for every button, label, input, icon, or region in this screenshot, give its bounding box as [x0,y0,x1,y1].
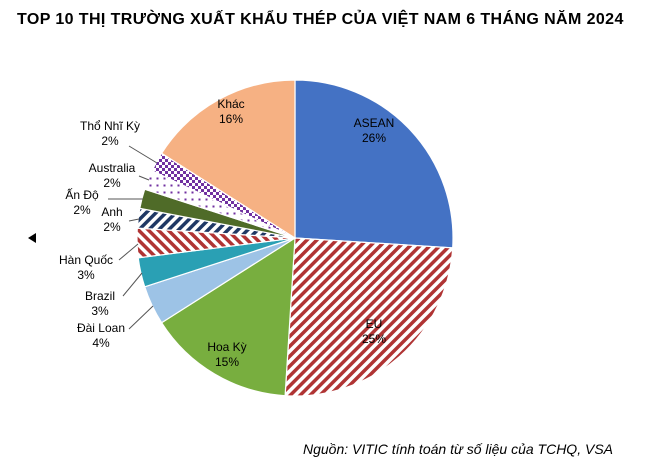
leader-line [128,145,158,164]
slice-name: ASEAN [353,116,395,130]
chart-title: TOP 10 THỊ TRƯỜNG XUẤT KHẨU THÉP CỦA VIỆ… [17,11,624,28]
slice-name: Đài Loan [76,321,126,335]
slice-name: EU [365,317,383,331]
slice-pct: 16% [218,112,244,126]
left-triangle-marker-icon [28,233,36,243]
slice-name: Brazil [84,289,115,303]
label-dai-loan: Đài Loan 4% [46,321,156,351]
pie-slice-2 [160,236,296,397]
label-an-do: Ấn Độ 2% [27,188,137,218]
slice-name: Hoa Kỳ [207,340,247,354]
label-hoa-ky: Hoa Kỳ 15% [172,340,282,370]
slice-pct: 2% [73,203,91,217]
label-australia: Australia 2% [57,161,167,191]
label-khac: Khác 16% [176,97,286,127]
leader-line [122,272,143,297]
label-han-quoc: Hàn Quốc 3% [31,253,141,283]
slice-pct: 2% [103,220,121,234]
slice-pct: 2% [101,134,119,148]
pie-slice-1 [284,237,454,397]
label-anh: Anh 2% [57,205,167,235]
pie-slice-10 [160,79,296,240]
leader-line [128,218,140,222]
leader-line [118,243,139,261]
slice-pct: 3% [91,304,109,318]
slice-pct: 3% [77,268,95,282]
pie-slice-0 [294,79,454,249]
slice-name: Thổ Nhĩ Kỳ [79,119,141,133]
label-asean: ASEAN 26% [319,116,429,146]
slice-pct: 4% [92,336,110,350]
slice-pct: 26% [361,131,387,145]
leader-line [128,305,154,330]
label-brazil: Brazil 3% [45,289,155,319]
slice-name: Khác [217,97,245,111]
slice-pct: 15% [214,355,240,369]
label-tho-nhi-ky: Thổ Nhĩ Kỳ 2% [55,119,165,149]
slice-pct: 2% [103,176,121,190]
slice-name: Hàn Quốc [58,253,114,267]
label-eu: EU 25% [319,317,429,347]
slice-name: Australia [88,161,136,175]
leader-line [138,175,150,181]
slice-pct: 25% [361,332,387,346]
slice-name: Ấn Độ [65,188,99,202]
source-note: Nguồn: VITIC tính toán từ số liệu của TC… [302,441,613,457]
slice-name: Anh [101,205,123,219]
